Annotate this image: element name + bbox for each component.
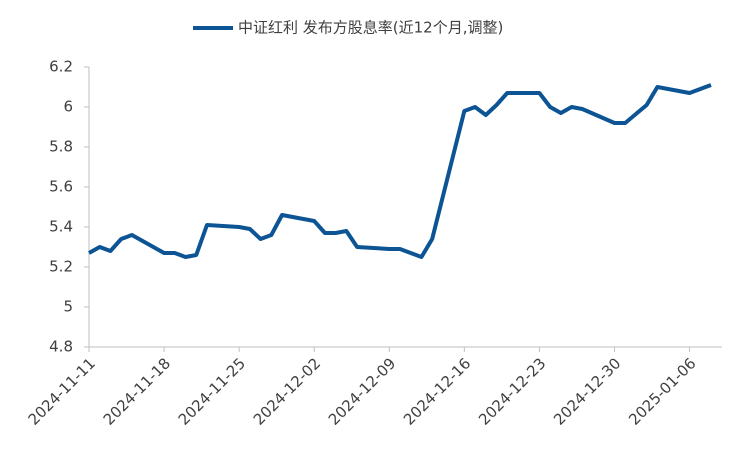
y-tick-label: 6.2 [49, 58, 73, 76]
x-tick-label: 2024-12-09 [325, 354, 399, 428]
x-tick-label: 2025-01-06 [625, 354, 699, 428]
y-tick-label: 6 [63, 98, 73, 116]
y-tick-label: 5.4 [49, 218, 73, 236]
x-tick-label: 2024-12-02 [250, 354, 324, 428]
y-tick-label: 4.8 [49, 338, 73, 356]
x-tick-label: 2024-12-30 [550, 354, 624, 428]
y-tick-label: 5.2 [49, 258, 73, 276]
data-line [88, 83, 712, 259]
legend-label: 中证红利 发布方股息率(近12个月,调整) [238, 19, 503, 37]
x-tick-label: 2024-11-18 [100, 354, 174, 428]
y-tick-label: 5 [63, 298, 73, 316]
x-tick-label: 2024-12-16 [400, 354, 474, 428]
x-tick-label: 2024-11-11 [25, 354, 99, 428]
y-tick-label: 5.8 [49, 138, 73, 156]
y-tick-label: 5.6 [49, 178, 73, 196]
x-tick-label: 2024-12-23 [475, 354, 549, 428]
x-tick-label: 2024-11-25 [175, 354, 249, 428]
